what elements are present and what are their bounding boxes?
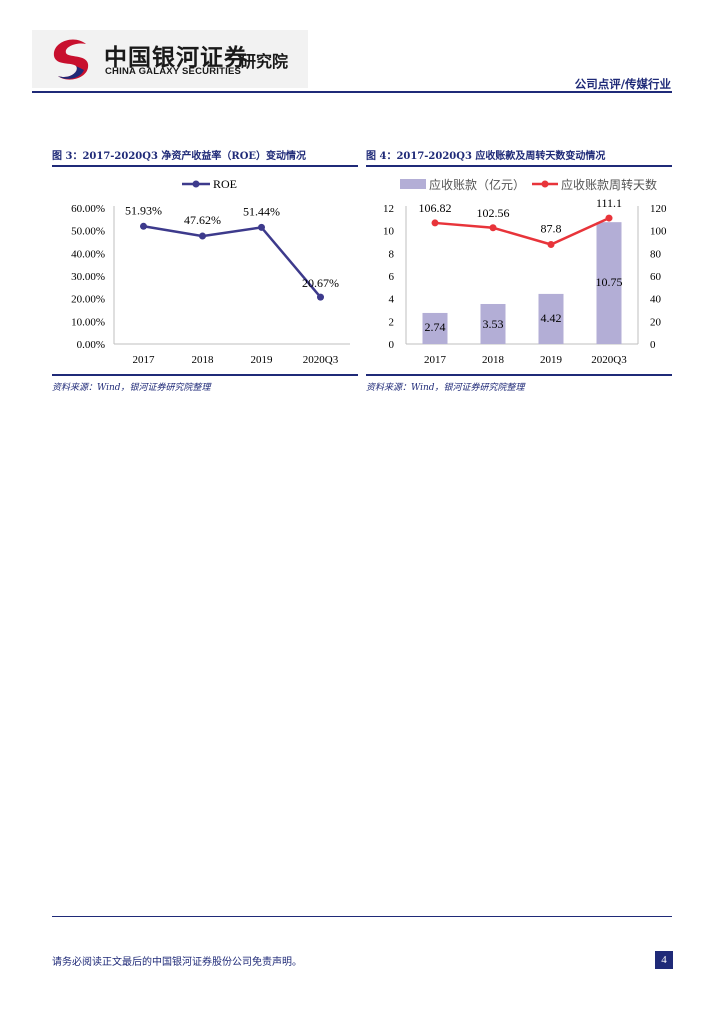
figure-4-bottom-rule xyxy=(366,374,672,376)
y-left-tick-label: 12 xyxy=(383,203,394,215)
y-right-tick-label: 20 xyxy=(650,316,662,328)
x-tick-label: 2019 xyxy=(540,354,563,366)
x-tick-label: 2020Q3 xyxy=(303,354,339,366)
y-left-tick-label: 8 xyxy=(389,248,395,260)
report-type: 公司点评/传媒行业 xyxy=(574,77,671,91)
roe-data-label: 51.93% xyxy=(125,203,162,217)
receivables-bar xyxy=(480,303,506,344)
figure-3-title: 图 3：2017-2020Q3 净资产收益率（ROE）变动情况 xyxy=(52,151,307,162)
disclaimer: 请务必阅读正文最后的中国银河证券股份公司免责声明。 xyxy=(52,957,302,968)
legend-roe-label: ROE xyxy=(213,177,237,191)
turnover-days-label: 87.8 xyxy=(541,221,562,235)
figure-4-title: 图 4：2017-2020Q3 应收账款及周转天数变动情况 xyxy=(366,151,606,162)
y-left-tick-label: 2 xyxy=(389,316,395,328)
header-divider xyxy=(32,91,672,93)
y-tick-label: 10.00% xyxy=(71,316,105,328)
receivables-combo-chart: 应收账款（亿元） 应收账款周转天数024681012020406080100120… xyxy=(383,177,667,366)
y-tick-label: 0.00% xyxy=(77,339,105,351)
footer-divider xyxy=(52,916,672,917)
figure-4-source: 资料来源：Wind，银河证券研究院整理 xyxy=(366,383,525,393)
x-tick-label: 2020Q3 xyxy=(591,354,627,366)
turnover-days-point xyxy=(431,219,439,227)
roe-data-label: 47.62% xyxy=(184,213,221,227)
turnover-days-label: 102.56 xyxy=(477,206,510,220)
figure-3-top-rule xyxy=(52,165,358,167)
figure-3-source: 资料来源：Wind，银河证券研究院整理 xyxy=(52,383,211,393)
receivables-bar-label: 10.75 xyxy=(596,275,623,289)
turnover-days-point xyxy=(605,214,613,222)
x-tick-label: 2017 xyxy=(424,354,447,366)
legend-roe-marker xyxy=(192,180,200,188)
turnover-days-point xyxy=(489,224,497,232)
y-right-tick-label: 40 xyxy=(650,294,662,306)
x-tick-label: 2017 xyxy=(133,354,156,366)
turnover-days-point xyxy=(547,240,555,248)
figure-4-top-rule xyxy=(366,165,672,167)
roe-point xyxy=(199,232,206,240)
galaxy-logo-icon xyxy=(53,39,89,80)
y-left-tick-label: 0 xyxy=(389,339,395,351)
y-tick-label: 20.00% xyxy=(71,294,105,306)
y-left-tick-label: 6 xyxy=(389,271,395,283)
legend-line-marker xyxy=(541,180,549,188)
logo-english-name: CHINA GALAXY SECURITIES xyxy=(105,66,242,77)
y-tick-label: 50.00% xyxy=(71,226,105,238)
legend-bar-swatch xyxy=(400,179,426,189)
roe-data-label: 20.67% xyxy=(302,276,339,290)
receivables-bar-label: 2.74 xyxy=(425,320,446,334)
legend-line-label: 应收账款周转天数 xyxy=(561,177,657,192)
y-tick-label: 40.00% xyxy=(71,248,105,260)
receivables-bar-label: 3.53 xyxy=(483,317,504,331)
roe-point xyxy=(317,293,324,301)
y-right-tick-label: 120 xyxy=(650,203,667,215)
roe-point xyxy=(258,223,265,231)
receivables-bar-label: 4.42 xyxy=(541,311,562,325)
roe-series-line xyxy=(143,225,322,298)
x-tick-label: 2018 xyxy=(482,354,505,366)
turnover-days-line xyxy=(434,216,610,246)
receivables-bar xyxy=(538,293,564,344)
y-right-tick-label: 0 xyxy=(650,339,656,351)
x-tick-label: 2019 xyxy=(251,354,274,366)
institute-name: 研究院 xyxy=(240,52,289,71)
logo-chinese-name: 中国银河证券 xyxy=(104,45,248,71)
turnover-days-label: 111.1 xyxy=(596,196,622,210)
figure-3-bottom-rule xyxy=(52,374,358,376)
y-right-tick-label: 80 xyxy=(650,248,662,260)
turnover-days-label: 106.82 xyxy=(419,201,452,215)
receivables-bar xyxy=(596,222,622,344)
roe-line-chart: ROE 0.00% 10.00% 20.00% 30.00% 40.00% 50.00% 60… xyxy=(71,177,350,366)
y-right-tick-label: 60 xyxy=(650,271,662,283)
y-right-tick-label: 100 xyxy=(650,226,667,238)
y-tick-label: 60.00% xyxy=(71,203,105,215)
y-left-tick-label: 10 xyxy=(383,226,395,238)
y-tick-label: 30.00% xyxy=(71,271,105,283)
roe-data-label: 51.44% xyxy=(243,204,280,218)
receivables-bar xyxy=(422,312,448,344)
x-tick-label: 2018 xyxy=(192,354,215,366)
roe-point xyxy=(140,222,147,230)
page-number: 4 xyxy=(655,951,673,969)
y-left-tick-label: 4 xyxy=(389,294,395,306)
legend-bar-label: 应收账款（亿元） xyxy=(429,177,525,192)
